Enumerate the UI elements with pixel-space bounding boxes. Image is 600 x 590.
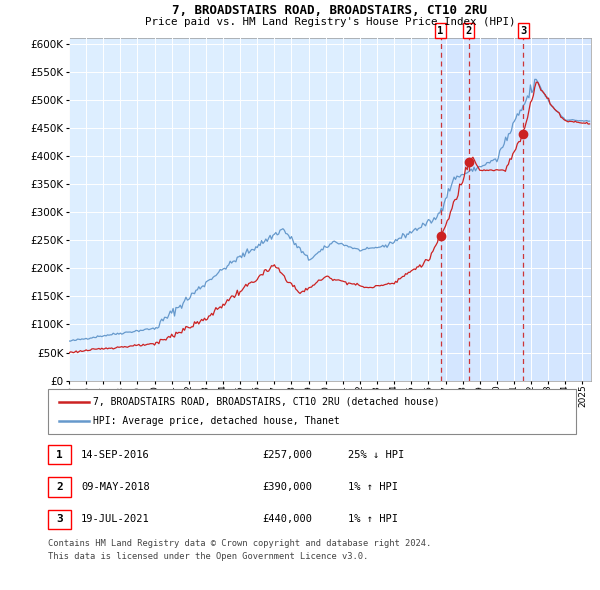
Text: 1: 1 [56,450,63,460]
Text: 1: 1 [437,25,443,35]
Text: Contains HM Land Registry data © Crown copyright and database right 2024.: Contains HM Land Registry data © Crown c… [48,539,431,548]
Text: 09-MAY-2018: 09-MAY-2018 [81,482,150,492]
Text: This data is licensed under the Open Government Licence v3.0.: This data is licensed under the Open Gov… [48,552,368,560]
Text: 1% ↑ HPI: 1% ↑ HPI [348,514,398,525]
Text: 7, BROADSTAIRS ROAD, BROADSTAIRS, CT10 2RU (detached house): 7, BROADSTAIRS ROAD, BROADSTAIRS, CT10 2… [93,397,440,407]
Text: £440,000: £440,000 [262,514,312,525]
Text: Price paid vs. HM Land Registry's House Price Index (HPI): Price paid vs. HM Land Registry's House … [145,17,515,27]
Text: 19-JUL-2021: 19-JUL-2021 [81,514,150,525]
Text: 1% ↑ HPI: 1% ↑ HPI [348,482,398,492]
Bar [440,38,591,381]
Text: £257,000: £257,000 [262,450,312,460]
Text: 2: 2 [466,25,472,35]
Text: £390,000: £390,000 [262,482,312,492]
Text: 25% ↓ HPI: 25% ↓ HPI [348,450,404,460]
Text: HPI: Average price, detached house, Thanet: HPI: Average price, detached house, Than… [93,417,340,426]
Text: 14-SEP-2016: 14-SEP-2016 [81,450,150,460]
Text: 7, BROADSTAIRS ROAD, BROADSTAIRS, CT10 2RU: 7, BROADSTAIRS ROAD, BROADSTAIRS, CT10 2… [173,4,487,17]
Text: 2: 2 [56,482,63,492]
Text: 3: 3 [56,514,63,525]
Text: 3: 3 [520,25,526,35]
